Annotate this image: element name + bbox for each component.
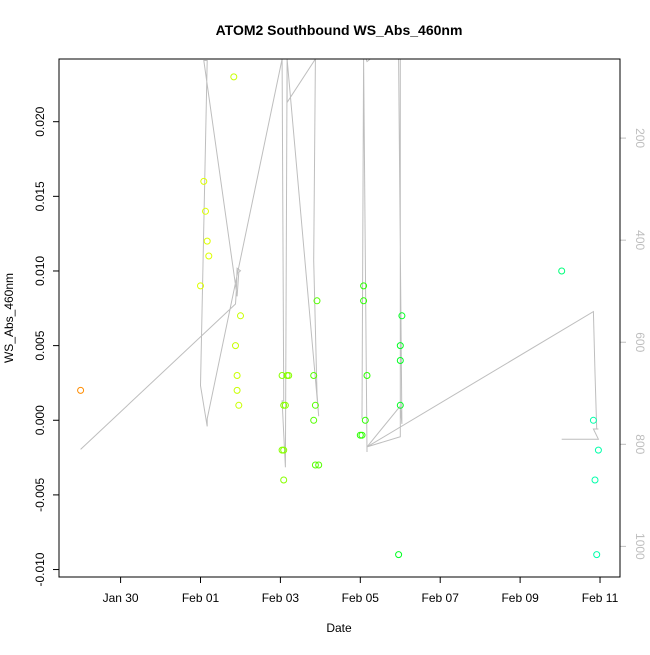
y-axis-label: WS_Abs_460nm (2, 273, 16, 363)
points-series (77, 73, 602, 559)
data-point (310, 416, 318, 424)
plot-frame (58, 58, 621, 578)
data-point (230, 73, 238, 81)
x-tick-label: Jan 30 (103, 591, 139, 605)
data-point (396, 357, 404, 364)
data-point (197, 282, 204, 290)
data-point (200, 177, 208, 185)
data-point (315, 461, 323, 469)
data-point (311, 461, 319, 469)
y-tick-label: 0.000 (33, 405, 47, 435)
y-tick-label: 0.020 (33, 106, 47, 136)
y-tick-label: 0.010 (33, 256, 47, 286)
x-tick-label: Feb 11 (582, 591, 619, 605)
data-point (363, 372, 371, 379)
x-tick-label: Feb 01 (182, 591, 220, 605)
y2-tick-label: 800 (633, 434, 647, 454)
data-point (360, 282, 368, 290)
y2-tick-label: 400 (633, 230, 647, 250)
data-point (398, 312, 406, 320)
data-point (310, 372, 318, 379)
data-point (361, 416, 369, 424)
x-tick-label: Feb 07 (422, 591, 460, 605)
x-axis-label: Date (326, 621, 352, 635)
x-tick-label: Feb 05 (342, 591, 380, 605)
y-tick-label: 0.015 (33, 181, 47, 211)
y-tick-label: -0.005 (33, 478, 47, 512)
data-point (203, 237, 211, 245)
data-point (589, 416, 597, 424)
data-point (396, 342, 404, 350)
x-tick-label: Feb 09 (501, 591, 539, 605)
y2-tick-label: 600 (633, 332, 647, 352)
data-point (202, 207, 209, 215)
data-point (233, 386, 241, 394)
data-point (395, 551, 403, 559)
depth-line (80, 59, 600, 468)
data-point (77, 386, 85, 394)
data-point (591, 476, 599, 484)
data-point (278, 372, 286, 379)
depth-series (80, 59, 600, 468)
data-point (285, 372, 293, 379)
data-point (558, 267, 566, 275)
data-point (311, 401, 319, 409)
data-point (233, 372, 241, 379)
data-point (593, 551, 601, 559)
chart-title: ATOM2 Southbound WS_Abs_460nm (216, 22, 463, 38)
data-point (235, 401, 243, 409)
data-point (594, 446, 602, 454)
data-point (281, 401, 289, 409)
x-tick-label: Feb 03 (262, 591, 300, 605)
data-point (280, 446, 288, 454)
y2-tick-label: 1000 (633, 533, 647, 560)
data-point (205, 252, 213, 260)
data-point (232, 342, 239, 350)
data-point (237, 312, 244, 320)
data-point (358, 431, 366, 439)
data-point (313, 297, 321, 305)
y2-tick-label: 200 (633, 128, 647, 148)
data-point (396, 401, 404, 409)
data-point (280, 476, 288, 484)
data-point (360, 297, 368, 305)
y-tick-label: -0.010 (33, 552, 47, 586)
y-tick-label: 0.005 (33, 330, 47, 360)
